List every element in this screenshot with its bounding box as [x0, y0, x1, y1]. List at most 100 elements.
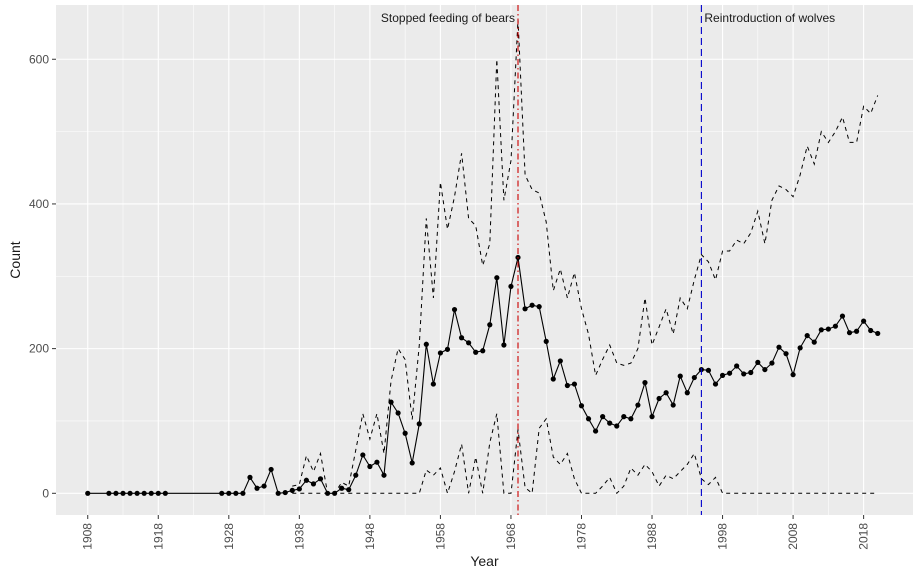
data-point: [649, 414, 655, 420]
data-point: [317, 476, 324, 482]
data-point: [656, 395, 662, 402]
data-point: [846, 330, 853, 336]
data-point: [600, 414, 606, 420]
y-axis-ticks: 0 200 400 600: [29, 52, 56, 500]
x-tick-label: 2018: [857, 523, 871, 550]
data-point: [487, 322, 493, 328]
data-point: [522, 306, 528, 312]
data-point: [303, 477, 309, 483]
data-point: [113, 490, 119, 496]
data-point: [875, 330, 881, 337]
x-tick-label: 2008: [786, 523, 800, 550]
data-point: [451, 306, 458, 313]
data-point: [494, 275, 500, 281]
y-tick-label: 0: [42, 486, 49, 500]
data-point: [832, 323, 839, 329]
data-point: [466, 340, 472, 346]
data-point: [642, 380, 648, 386]
y-tick-label: 400: [29, 197, 49, 211]
data-point: [734, 363, 740, 369]
data-point: [162, 490, 168, 496]
data-point: [360, 452, 366, 458]
data-point: [741, 371, 747, 377]
data-point: [155, 490, 161, 496]
data-point: [783, 351, 789, 357]
x-tick-label: 1958: [433, 523, 447, 550]
data-point: [621, 414, 627, 420]
data-point: [811, 339, 817, 345]
data-point: [473, 349, 479, 355]
x-axis-ticks: 1908 1918 1928 1938 1948 1958 1968 1978 1988 1998…: [81, 515, 871, 550]
x-tick-label: 1998: [716, 523, 730, 550]
data-point: [797, 345, 803, 351]
data-point: [444, 346, 451, 352]
data-point: [529, 302, 535, 308]
series-layer: [85, 19, 881, 496]
plot-panel: [56, 5, 913, 515]
data-point: [226, 490, 232, 496]
data-point: [677, 373, 683, 379]
annotation-lines: [517, 5, 702, 515]
data-point: [374, 459, 380, 465]
dashed-upper-line: [292, 19, 879, 494]
x-tick-label: 1948: [363, 523, 377, 550]
data-point: [508, 283, 514, 290]
data-point: [825, 326, 831, 332]
data-point: [268, 466, 274, 473]
data-point: [853, 328, 860, 334]
x-tick-label: 1988: [645, 523, 659, 550]
data-point: [148, 490, 154, 496]
data-point: [416, 421, 422, 427]
data-point: [240, 490, 246, 496]
data-point: [585, 416, 592, 422]
data-point: [458, 335, 465, 341]
data-point: [430, 381, 436, 387]
data-point: [628, 416, 634, 422]
data-point: [755, 359, 761, 365]
data-point: [275, 490, 281, 496]
x-tick-label: 1918: [151, 523, 165, 550]
data-point: [557, 358, 563, 364]
data-point: [727, 370, 733, 376]
x-axis-title: Year: [470, 553, 499, 569]
data-point: [564, 382, 570, 389]
data-point: [85, 490, 91, 496]
data-point: [254, 485, 260, 491]
data-point: [762, 366, 768, 373]
data-point: [395, 410, 401, 416]
data-point: [219, 490, 225, 496]
annotation-label-1: Reintroduction of wolves: [704, 11, 835, 25]
data-point: [684, 390, 690, 396]
data-point: [818, 327, 824, 333]
minor-gridlines: [56, 5, 913, 515]
data-point: [423, 341, 429, 347]
annotation-label-0: Stopped feeding of bears: [381, 11, 515, 25]
data-point: [247, 474, 253, 480]
data-point: [861, 318, 867, 324]
data-point: [550, 376, 556, 382]
data-point: [289, 487, 295, 494]
data-point: [233, 490, 239, 496]
data-point: [381, 472, 387, 478]
data-point: [592, 428, 599, 434]
data-point: [614, 423, 620, 429]
data-point: [607, 420, 613, 426]
data-point: [339, 485, 345, 491]
data-point: [769, 360, 775, 366]
x-tick-label: 1928: [222, 523, 236, 550]
x-tick-label: 1968: [504, 523, 518, 550]
data-point: [635, 402, 641, 408]
data-point: [748, 369, 754, 376]
data-point: [388, 399, 394, 405]
data-point: [705, 367, 712, 373]
data-point: [719, 372, 726, 378]
dashed-lower-line: [292, 413, 878, 496]
data-point: [437, 350, 444, 356]
data-point: [670, 402, 676, 408]
data-point: [776, 344, 782, 350]
data-point: [501, 342, 507, 348]
data-point: [310, 481, 317, 487]
data-point: [480, 348, 486, 354]
data-point: [346, 487, 352, 493]
